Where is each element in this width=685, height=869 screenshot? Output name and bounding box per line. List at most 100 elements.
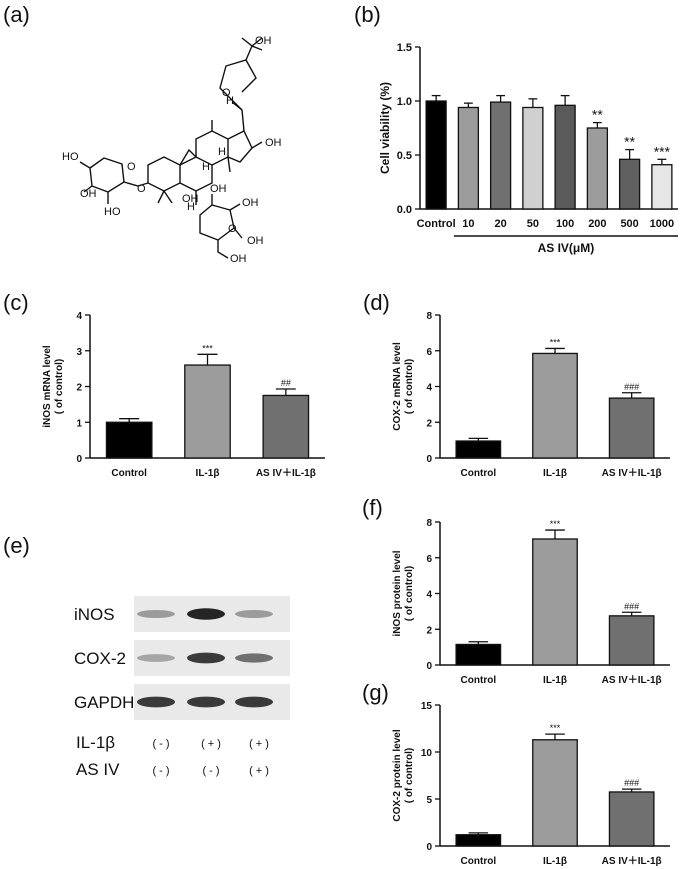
atom-label: OH	[265, 137, 282, 149]
category-label: IL-1β	[543, 468, 567, 479]
y-axis-label: iNOS protein level	[392, 550, 403, 636]
blot-band	[187, 652, 225, 664]
category-label: AS IV＋IL-1β	[602, 674, 662, 686]
category-label: 10	[462, 218, 474, 230]
atom-label: H	[226, 95, 234, 107]
panel-label-e: (e)	[3, 533, 30, 558]
blot-treatments: IL-1β ( - ) ( + ) ( + ) AS IV ( - ) ( - ) ( + )	[76, 733, 269, 779]
bar	[532, 739, 578, 847]
bar	[608, 397, 655, 459]
category-label: Control	[461, 675, 497, 686]
atom-label: OH	[247, 235, 264, 247]
y-tick-label: 0	[76, 454, 82, 465]
y-axis-label-secondary: ( of control)	[404, 566, 415, 622]
bar	[425, 100, 447, 210]
blot-band	[137, 609, 175, 619]
bar	[532, 352, 578, 459]
blot-band	[235, 653, 273, 663]
atom-label: H	[202, 161, 210, 173]
y-tick-label: 4	[426, 590, 432, 601]
y-tick-label: 4	[426, 383, 432, 394]
panel-label-b: (b)	[354, 2, 381, 27]
y-axis-label-secondary: ( of control)	[54, 359, 65, 415]
y-tick-label: 0.5	[397, 150, 412, 162]
significance-label: ***	[550, 519, 561, 529]
atom-label: OH	[210, 183, 227, 195]
y-tick-label: 0.0	[397, 204, 412, 216]
category-label: 500	[620, 218, 638, 230]
category-label: 1000	[650, 218, 674, 230]
atom-label: HO	[104, 206, 121, 218]
bar	[608, 791, 655, 847]
category-label: 200	[588, 218, 606, 230]
y-axis-label: iNOS mRNA level	[42, 345, 53, 428]
y-tick-label: 5	[426, 795, 432, 806]
blot-treatment-state: ( + )	[249, 738, 269, 750]
significance-label: ##	[281, 378, 291, 388]
western-blot: iNOS COX-2 GAPDH IL-1β ( - ) ( + ) ( + ) AS IV…	[74, 596, 290, 779]
panel-label-g: (g)	[362, 680, 389, 705]
bar	[455, 440, 502, 459]
blot-band	[235, 609, 273, 619]
category-label: Control	[461, 468, 497, 479]
blot-band	[137, 654, 175, 662]
y-tick-label: 3	[76, 347, 82, 358]
category-label: Control	[461, 856, 497, 867]
significance-label: ###	[624, 778, 639, 788]
y-tick-label: 1	[76, 418, 82, 429]
y-axis-label-secondary: ( of control)	[404, 748, 415, 804]
bar	[455, 643, 502, 666]
significance-label: **	[592, 107, 603, 123]
blot-rows: iNOS COX-2 GAPDH	[74, 596, 290, 720]
y-axis-label: COX-2 mRNA level	[392, 342, 403, 431]
panel-label-d: (d)	[363, 290, 390, 315]
atom-label: O	[222, 87, 231, 99]
significance-label: ###	[624, 601, 639, 611]
y-tick-label: 15	[421, 701, 433, 712]
bar	[105, 421, 153, 459]
bar	[184, 364, 231, 459]
blot-band	[235, 696, 273, 708]
y-axis-label: COX-2 protein level	[392, 729, 403, 821]
category-label: 20	[495, 218, 507, 230]
significance-label: ***	[550, 723, 561, 733]
blot-band	[187, 608, 225, 620]
category-label: IL-1β	[543, 675, 567, 686]
chart-cox2-mrna: 0 2 4 6 8 COX-2 mRNA level( of control) Contro…	[392, 311, 670, 479]
atom-label: OH	[230, 253, 247, 265]
panel-label-f: (f)	[362, 495, 383, 520]
bar	[489, 101, 512, 210]
panel-label-c: (c)	[3, 290, 29, 315]
y-tick-label: 6	[426, 347, 432, 358]
bar	[651, 164, 673, 210]
y-axis-label: Cell viability (%)	[378, 82, 392, 174]
chart-inos-mrna: 0 1 2 3 4 iNOS mRNA level( of control) Control…	[42, 311, 325, 479]
panel-label-a: (a)	[3, 2, 30, 27]
x-axis-label: AS IV(μM)	[538, 241, 595, 255]
y-tick-label: 10	[421, 748, 433, 759]
blot-treatment-state: ( - )	[152, 738, 169, 750]
category-label: 50	[527, 218, 539, 230]
bar	[618, 158, 641, 210]
blot-protein-label: GAPDH	[74, 693, 134, 712]
bar	[455, 834, 502, 847]
y-axis-label-secondary: ( of control)	[404, 359, 415, 415]
y-tick-label: 0	[426, 842, 432, 853]
significance-label: ***	[550, 337, 561, 347]
bar	[457, 106, 480, 210]
y-tick-label: 0	[426, 454, 432, 465]
category-label: AS IV＋IL-1β	[602, 855, 662, 867]
atom-label: O	[137, 183, 146, 195]
atom-label: OH	[80, 188, 97, 200]
atom-label: OH	[242, 197, 259, 209]
bar	[586, 127, 609, 210]
category-label: AS IV＋IL-1β	[602, 467, 662, 479]
y-tick-label: 0	[426, 661, 432, 672]
atom-label: O	[127, 161, 136, 173]
y-tick-label: 8	[426, 518, 432, 529]
blot-band	[137, 696, 175, 708]
category-label: Control	[111, 468, 147, 479]
significance-label: ***	[654, 143, 671, 159]
y-tick-label: 4	[76, 311, 82, 322]
